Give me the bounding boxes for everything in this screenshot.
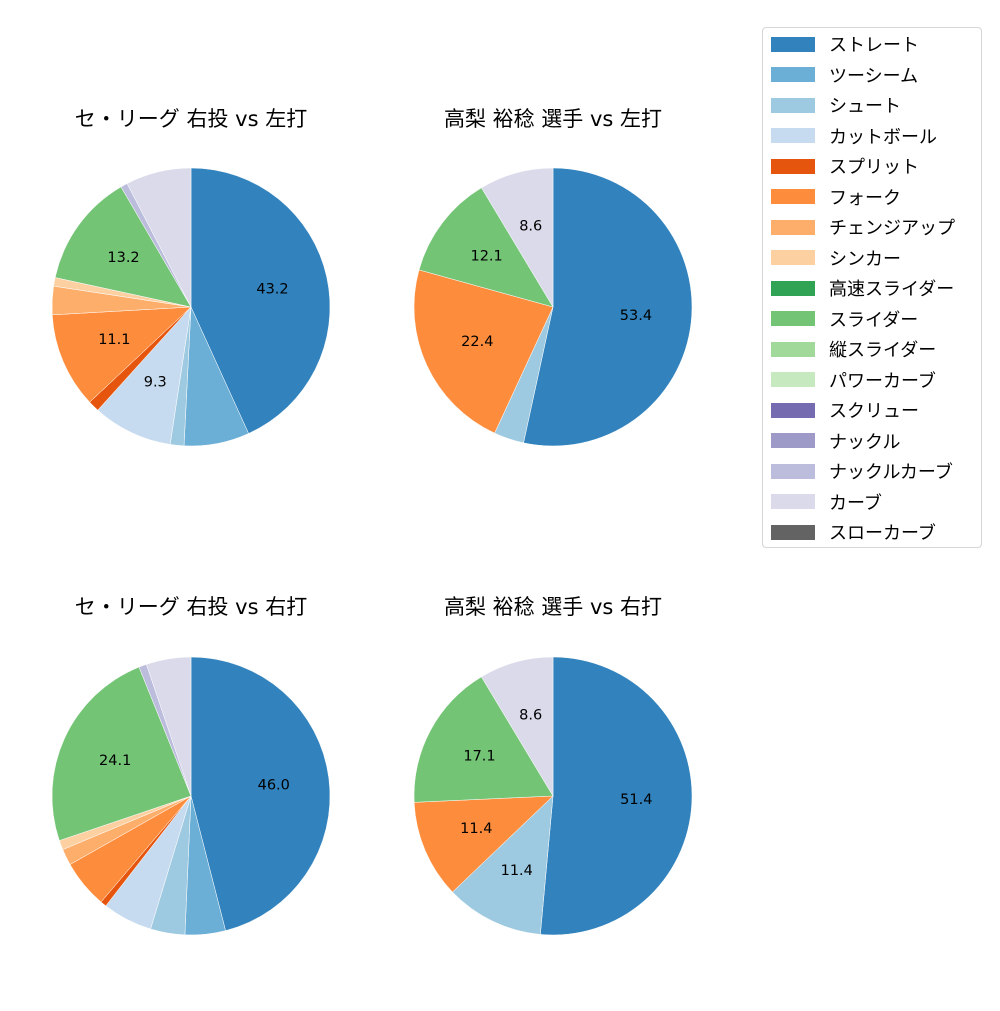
chart-title: セ・リーグ 右投 vs 左打 (74, 107, 308, 131)
pie-slice (481, 167, 554, 308)
legend-label: シンカー (829, 248, 901, 270)
pie-slice (413, 795, 554, 893)
legend-swatch (771, 524, 815, 540)
legend-item: シュート (771, 95, 901, 117)
legend-item: 高速スライダー (771, 278, 955, 300)
legend-label: 高速スライダー (829, 279, 955, 300)
pie-slice (126, 167, 192, 308)
pie-panel-player-vs-left: 高梨 裕稔 選手 vs 左打 53.4 22.4 12.1 8.6 (403, 103, 743, 523)
pie-chart: 46.0 24.1 (51, 656, 331, 936)
slice-percent-label: 22.4 (461, 334, 493, 350)
legend-swatch (771, 219, 815, 235)
legend-label: ナックルカーブ (829, 462, 953, 483)
legend-label: チェンジアップ (829, 218, 955, 239)
legend-item: カットボール (771, 126, 937, 148)
legend-label: スクリュー (829, 401, 919, 422)
slice-percent-label: 11.4 (501, 863, 533, 879)
pie-slice (190, 167, 331, 434)
legend-item: チェンジアップ (771, 217, 955, 239)
legend-item: カーブ (771, 492, 882, 514)
legend-item: ナックル (771, 431, 901, 453)
slice-percent-label: 9.3 (144, 374, 167, 390)
legend-swatch (771, 189, 815, 204)
legend-item: ストレート (771, 34, 919, 56)
pie-slice (51, 306, 192, 403)
legend-label: カーブ (829, 492, 882, 514)
legend-swatch (771, 402, 815, 418)
slice-percent-label: 11.4 (460, 821, 492, 837)
legend-swatch (771, 463, 815, 479)
pie-chart: 43.2 9.3 11.1 13.2 (51, 167, 331, 447)
slice-percent-label: 46.0 (258, 778, 290, 794)
chart-legend: ストレート ツーシーム シュート カットボール スプリット フォーク チェンジア… (762, 27, 982, 548)
legend-label: パワーカーブ (829, 370, 936, 392)
pie-panel-league-vs-left: セ・リーグ 右投 vs 左打 43.2 9.3 11.1 13.2 (41, 103, 381, 523)
legend-label: スライダー (829, 309, 919, 331)
slice-percent-label: 43.2 (256, 281, 288, 297)
legend-item: スライダー (771, 309, 919, 331)
pie-slice (146, 656, 192, 797)
legend-label: シュート (829, 96, 901, 117)
legend-swatch (771, 158, 815, 174)
legend-swatch (771, 433, 815, 448)
pie-slice (540, 656, 693, 936)
slice-percent-label: 51.4 (620, 792, 652, 808)
legend-label: スローカーブ (829, 523, 936, 544)
legend-label: カットボール (829, 126, 937, 148)
legend-item: ナックルカーブ (771, 461, 953, 483)
legend-item: 縦スライダー (771, 339, 937, 361)
chart-title: セ・リーグ 右投 vs 右打 (74, 595, 308, 619)
slice-percent-label: 8.6 (519, 219, 542, 235)
legend-item: スプリット (771, 156, 919, 178)
legend-swatch (771, 372, 815, 387)
legend-item: シンカー (771, 248, 901, 270)
pie-slice (97, 306, 192, 445)
legend-label: フォーク (829, 187, 901, 209)
legend-swatch (771, 97, 815, 113)
chart-title: 高梨 裕稔 選手 vs 右打 (443, 595, 663, 619)
legend-swatch (771, 280, 815, 296)
slice-percent-label: 13.2 (107, 250, 139, 266)
slice-percent-label: 8.6 (519, 708, 542, 724)
legend-swatch (771, 36, 815, 52)
legend-swatch (771, 311, 815, 326)
pie-slice (190, 656, 331, 931)
legend-item: フォーク (771, 187, 901, 209)
pie-panel-player-vs-right: 高梨 裕稔 選手 vs 右打 51.4 11.4 11.4 17.1 8.6 (403, 591, 743, 1011)
legend-swatch (771, 341, 815, 357)
legend-label: ストレート (829, 35, 919, 56)
legend-label: スプリット (829, 157, 919, 178)
slice-percent-label: 11.1 (98, 332, 130, 348)
legend-label: ナックル (829, 431, 901, 453)
slice-percent-label: 53.4 (620, 308, 652, 324)
legend-label: 縦スライダー (829, 340, 937, 361)
slice-percent-label: 12.1 (470, 249, 502, 265)
slice-percent-label: 17.1 (463, 749, 495, 765)
legend-swatch (771, 494, 815, 509)
legend-item: ツーシーム (771, 65, 919, 87)
pie-slice (523, 167, 693, 447)
legend-swatch (771, 250, 815, 265)
legend-item: スローカーブ (771, 522, 936, 544)
legend-label: ツーシーム (829, 65, 919, 87)
pie-slice (413, 269, 554, 434)
pie-slice (452, 795, 554, 935)
legend-swatch (771, 67, 815, 82)
pie-slice (481, 656, 554, 797)
legend-item: パワーカーブ (771, 370, 936, 392)
pie-slice (418, 187, 554, 308)
legend-swatch (771, 128, 815, 143)
pie-slice (54, 186, 192, 308)
slice-percent-label: 24.1 (99, 753, 131, 769)
legend-item: スクリュー (771, 400, 919, 422)
pie-slice (413, 676, 554, 803)
chart-title: 高梨 裕稔 選手 vs 左打 (443, 107, 663, 131)
pie-chart: 53.4 22.4 12.1 8.6 (413, 167, 693, 447)
pie-chart: 51.4 11.4 11.4 17.1 8.6 (413, 656, 693, 936)
pie-panel-league-vs-right: セ・リーグ 右投 vs 右打 46.0 24.1 (41, 591, 381, 1011)
